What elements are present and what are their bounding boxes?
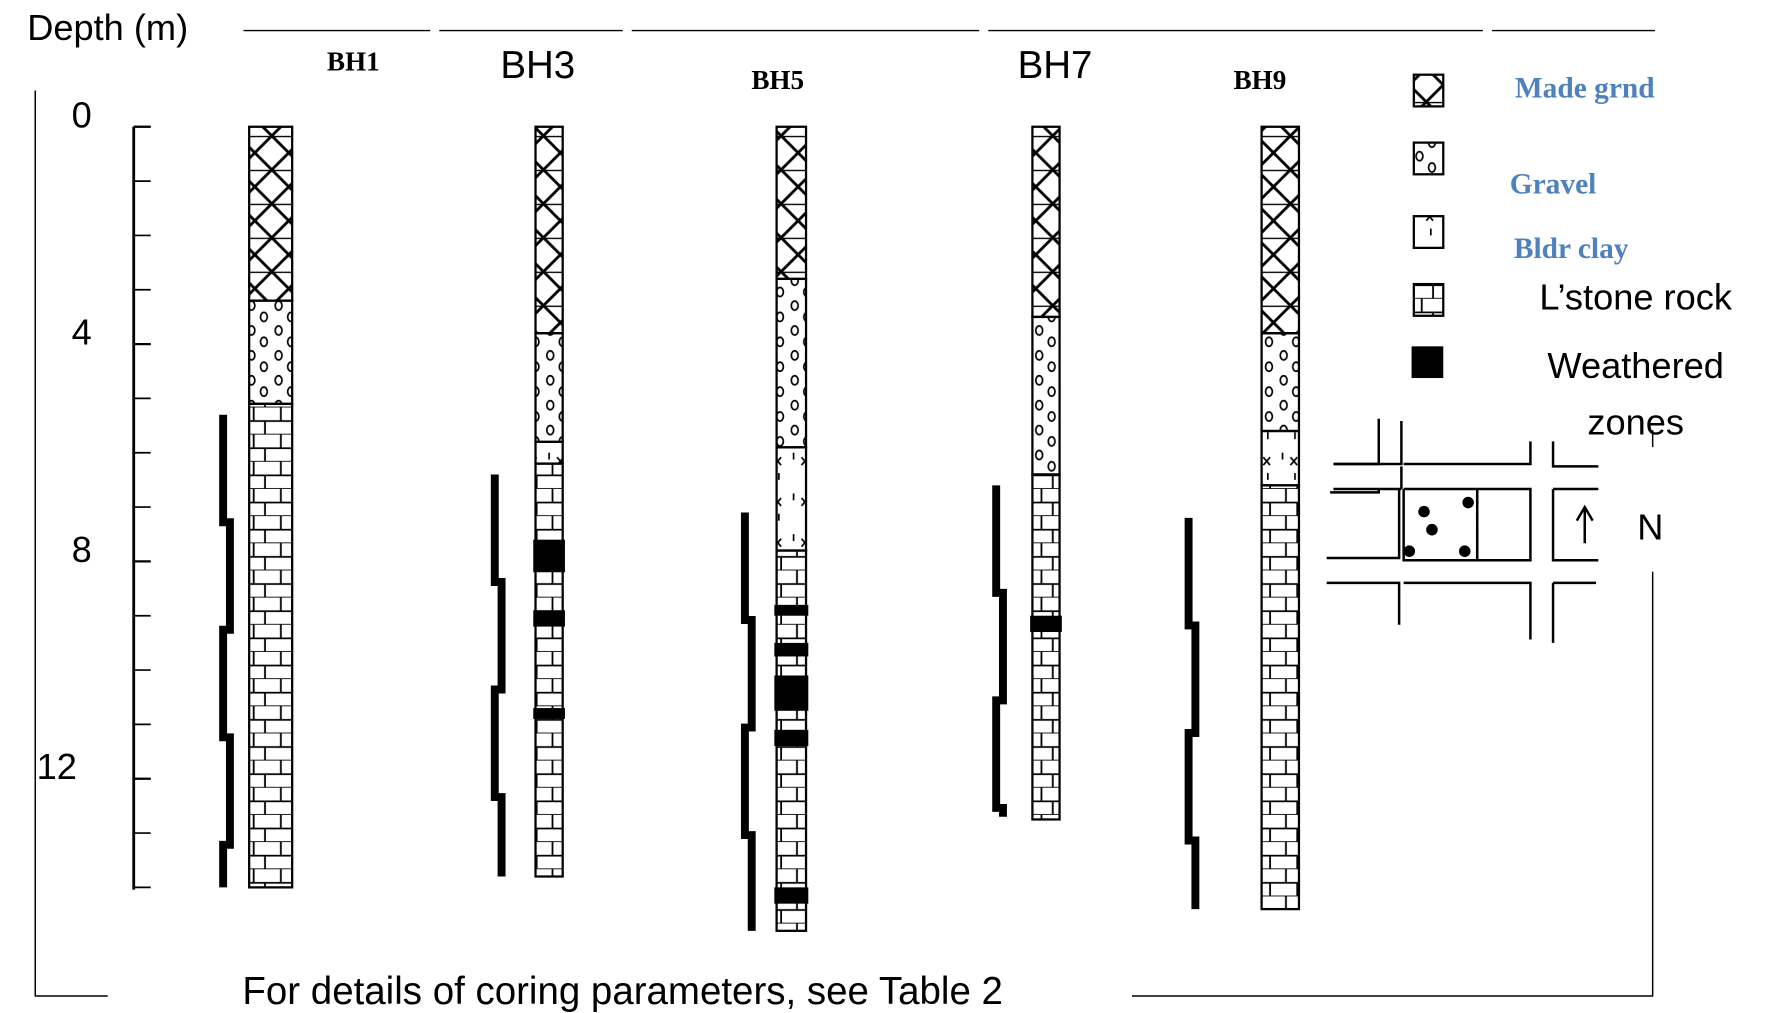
legend-label-box: Weathered zones — [1547, 345, 1724, 443]
north-label: N — [1637, 506, 1663, 547]
depth-label: 12 — [37, 746, 77, 787]
weathered-zone — [533, 539, 565, 573]
weathered-zone — [774, 604, 809, 616]
legend-swatch — [1411, 346, 1444, 379]
layer — [1260, 429, 1301, 487]
weathered-zone — [774, 642, 809, 657]
legend-label: Made grnd — [1515, 72, 1655, 104]
weathered-zone — [1030, 615, 1062, 633]
depth-label: 4 — [72, 312, 92, 353]
layer — [1260, 332, 1301, 433]
core-bar — [490, 474, 506, 877]
layer — [1031, 125, 1061, 319]
legend-swatch — [1412, 141, 1445, 176]
core-bar — [740, 512, 756, 931]
layer — [775, 277, 808, 449]
legend-label: L’stone rock — [1539, 277, 1732, 318]
frame — [34, 29, 1655, 997]
layer — [1031, 473, 1061, 821]
legend-label: Weathered zones — [1547, 345, 1724, 443]
weathered-zone — [774, 729, 809, 747]
core-bar — [992, 485, 1007, 817]
legend-swatch — [1412, 215, 1445, 250]
layer — [534, 462, 564, 878]
axis-label: Depth (m) — [27, 7, 188, 48]
content: 0 4 8 12 BH1 BH3 BH5 BH7 BH9 Made grnd Gravel Bldr … — [37, 44, 1733, 932]
core-bar — [1184, 517, 1200, 910]
borehole-name: BH1 — [327, 47, 380, 77]
legend-swatch — [1412, 73, 1445, 108]
legend-swatch — [1412, 282, 1445, 317]
weathered-zone — [774, 675, 809, 711]
weathered-zone — [533, 610, 565, 627]
layer — [775, 446, 808, 552]
layer — [248, 299, 294, 405]
borehole-name: BH9 — [1233, 65, 1286, 95]
layer — [534, 440, 564, 465]
borehole-name: BH3 — [500, 44, 575, 87]
layer — [534, 332, 564, 444]
site-map — [1326, 418, 1599, 643]
legend-label: Gravel — [1510, 169, 1597, 201]
layer — [1031, 315, 1061, 476]
legend-label: Bldr clay — [1514, 233, 1629, 265]
weathered-zone — [533, 708, 565, 719]
borehole-name: BH5 — [751, 65, 804, 95]
layer — [1260, 125, 1301, 335]
layer — [248, 402, 294, 889]
note: For details of coring parameters, see Ta… — [242, 970, 1003, 1013]
borehole-name: BH7 — [1018, 44, 1093, 87]
depth-label: 8 — [72, 529, 92, 570]
layer — [248, 125, 294, 302]
layer — [775, 125, 808, 281]
layer — [1260, 484, 1301, 911]
depth-label: 0 — [72, 94, 92, 135]
core-bar — [219, 414, 234, 888]
layer — [534, 125, 564, 335]
weathered-zone — [774, 887, 809, 904]
